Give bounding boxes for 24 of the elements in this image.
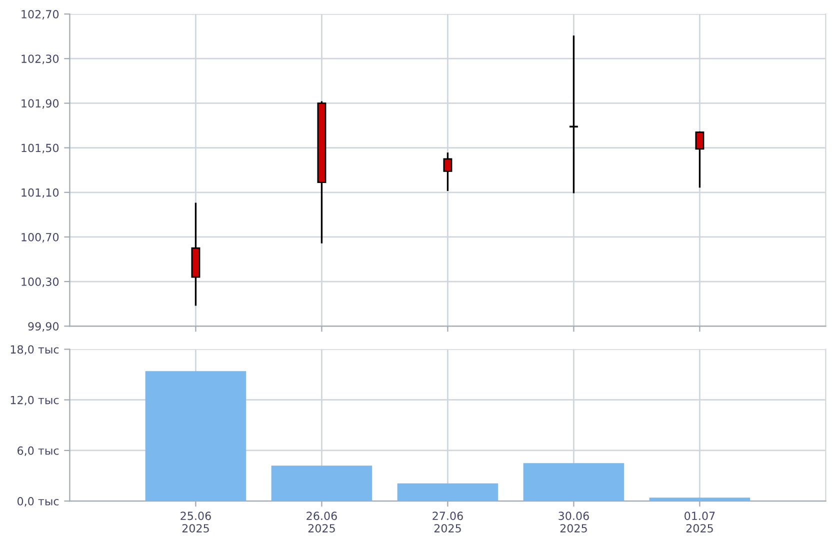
y-tick-label: 100,30 bbox=[22, 278, 59, 288]
bar bbox=[523, 463, 624, 502]
y-tick-label: 6,0 тыс bbox=[18, 446, 59, 456]
y-tick-label: 100,70 bbox=[22, 232, 59, 242]
y-tick-label: 102,70 bbox=[22, 10, 59, 20]
x-tick-label: 25.06 2025 bbox=[180, 512, 211, 533]
y-tick-label: 102,30 bbox=[22, 54, 59, 64]
y-tick-label: 99,90 bbox=[28, 322, 59, 332]
y-tick-label: 101,90 bbox=[22, 99, 59, 109]
x-tick-label: 01.07 2025 bbox=[684, 512, 715, 533]
y-tick-label: 18,0 тыс bbox=[10, 345, 59, 355]
candlestick bbox=[443, 152, 452, 191]
bar bbox=[271, 466, 372, 502]
y-tick-label: 101,10 bbox=[22, 188, 59, 198]
y-tick-label: 0,0 тыс bbox=[17, 497, 59, 507]
x-tick-label: 27.06 2025 bbox=[432, 512, 463, 533]
candlestick bbox=[695, 131, 704, 188]
bar bbox=[145, 371, 246, 502]
x-tick-label: 26.06 2025 bbox=[306, 512, 337, 533]
y-tick-label: 12,0 тыс bbox=[10, 396, 59, 406]
x-tick-label: 30.06 2025 bbox=[558, 512, 589, 533]
bar bbox=[649, 498, 750, 502]
bar bbox=[397, 483, 498, 502]
y-tick-label: 101,50 bbox=[22, 144, 59, 154]
